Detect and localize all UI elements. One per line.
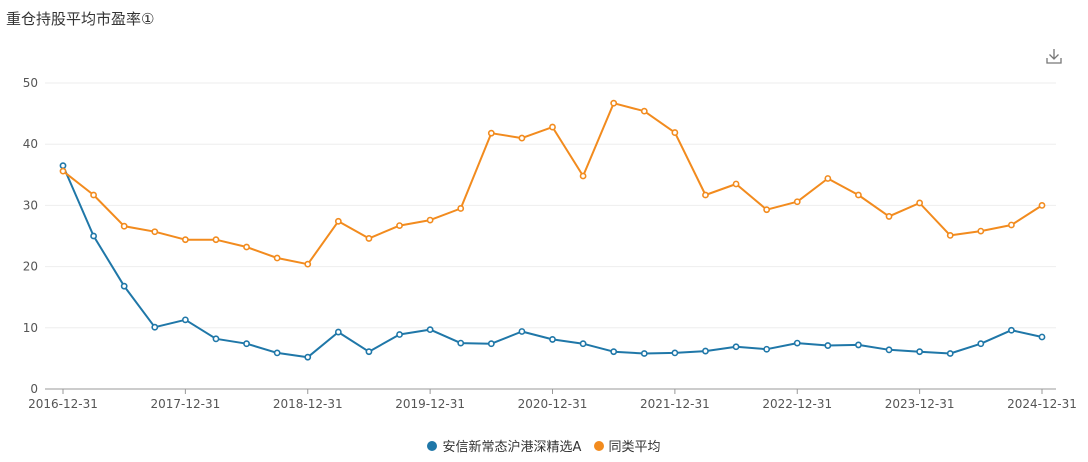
data-point [549, 336, 556, 343]
y-tick-label: 10 [23, 321, 38, 335]
x-tick-label: 2019-12-31 [395, 397, 465, 411]
data-point [304, 353, 312, 361]
legend-dot-average [593, 440, 604, 451]
data-point [916, 199, 924, 207]
chart-title: 重仓持股平均市盈率① [6, 10, 155, 28]
data-point [763, 206, 771, 214]
y-tick-label: 30 [23, 198, 38, 212]
data-point [457, 205, 465, 212]
data-point [610, 348, 618, 356]
data-point [212, 335, 220, 343]
data-point [1008, 326, 1015, 334]
data-point [1038, 201, 1046, 209]
legend-label-fund: 安信新常态沪港深精选A [442, 440, 582, 455]
chart-legend: 安信新常态沪港深精选A 同类平均 [0, 436, 1088, 455]
download-icon[interactable] [1044, 46, 1064, 66]
legend-item-fund[interactable]: 安信新常态沪港深精选A [427, 436, 581, 455]
data-point [365, 348, 373, 356]
data-point [1008, 221, 1015, 229]
data-point [120, 282, 128, 290]
data-point [304, 260, 312, 268]
data-point [365, 235, 373, 242]
y-tick-label: 20 [23, 260, 38, 274]
data-point [946, 350, 954, 357]
data-point [640, 107, 648, 115]
data-point [732, 343, 740, 351]
data-point [855, 341, 862, 349]
data-point [518, 134, 526, 142]
y-tick-label: 40 [23, 137, 38, 151]
data-point [487, 129, 495, 137]
data-point [610, 99, 618, 107]
data-point [671, 129, 679, 136]
x-tick-label: 2021-12-31 [640, 397, 710, 411]
x-tick-label: 2017-12-31 [151, 397, 221, 411]
data-point [702, 347, 709, 355]
data-point [243, 340, 250, 348]
data-point [273, 254, 281, 262]
x-tick-label: 2018-12-31 [273, 397, 343, 411]
data-point [793, 198, 801, 206]
data-point [59, 167, 67, 175]
data-point [671, 349, 679, 357]
series-line-0 [62, 165, 1043, 359]
data-point [579, 340, 587, 348]
data-point [396, 331, 403, 338]
y-tick-label: 50 [23, 76, 38, 90]
data-point [334, 217, 342, 225]
data-point [824, 175, 832, 182]
data-point [946, 231, 954, 239]
data-point [487, 340, 495, 348]
x-tick-label: 2020-12-31 [518, 397, 588, 411]
data-point [396, 222, 403, 229]
data-point [885, 346, 893, 354]
data-point [732, 180, 740, 188]
data-point [579, 172, 587, 180]
data-point [640, 350, 648, 357]
data-point [977, 340, 985, 348]
data-point [212, 236, 220, 244]
legend-label-average: 同类平均 [608, 440, 661, 455]
x-tick-label: 2023-12-31 [885, 397, 955, 411]
data-point [457, 339, 465, 347]
x-tick-label: 2016-12-31 [28, 397, 98, 411]
data-point [120, 222, 128, 230]
data-point [518, 328, 526, 335]
y-tick-label: 0 [30, 382, 38, 396]
data-point [90, 232, 97, 240]
line-chart: 0 10 20 30 40 50 2016-12-31 2017-12-31 2018-12-3… [23, 76, 1077, 411]
data-point [181, 316, 189, 324]
data-point [426, 326, 434, 334]
data-point [151, 228, 159, 236]
data-point [793, 339, 801, 347]
data-point [1038, 333, 1046, 341]
data-point [334, 328, 342, 336]
data-point [916, 348, 924, 356]
data-point [426, 216, 434, 224]
x-tick-label: 2022-12-31 [762, 397, 832, 411]
data-point [702, 191, 709, 199]
data-point [90, 191, 97, 199]
legend-dot-fund [427, 440, 438, 451]
data-point [59, 162, 67, 170]
data-point [243, 243, 250, 251]
data-point [885, 213, 893, 220]
data-point [977, 227, 985, 235]
x-tick-label: 2024-12-31 [1007, 397, 1077, 411]
data-point [763, 345, 771, 353]
data-point [549, 123, 556, 131]
legend-item-average[interactable]: 同类平均 [593, 436, 661, 455]
data-point [151, 323, 159, 331]
data-point [181, 236, 189, 244]
data-point [824, 342, 832, 349]
data-point [273, 349, 281, 357]
data-point [855, 191, 862, 199]
